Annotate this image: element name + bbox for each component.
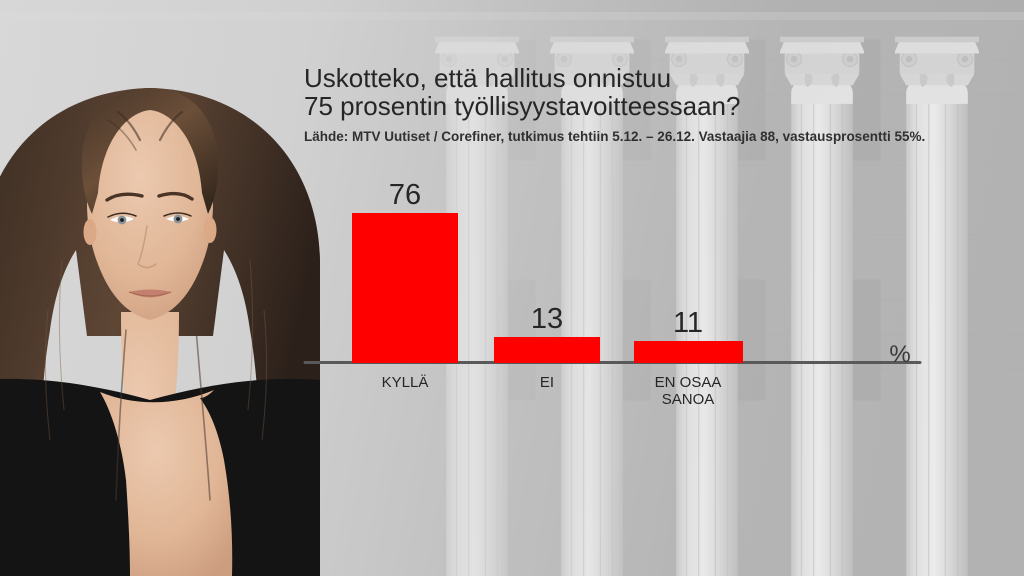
svg-text:EN OSAA: EN OSAA bbox=[655, 374, 722, 391]
svg-text:KYLLÄ: KYLLÄ bbox=[382, 374, 429, 391]
svg-text:76: 76 bbox=[389, 179, 421, 211]
svg-text:SANOA: SANOA bbox=[662, 391, 715, 408]
svg-text:%: % bbox=[889, 341, 910, 368]
svg-text:13: 13 bbox=[531, 303, 563, 335]
svg-text:11: 11 bbox=[673, 307, 703, 339]
svg-text:EI: EI bbox=[540, 374, 554, 391]
